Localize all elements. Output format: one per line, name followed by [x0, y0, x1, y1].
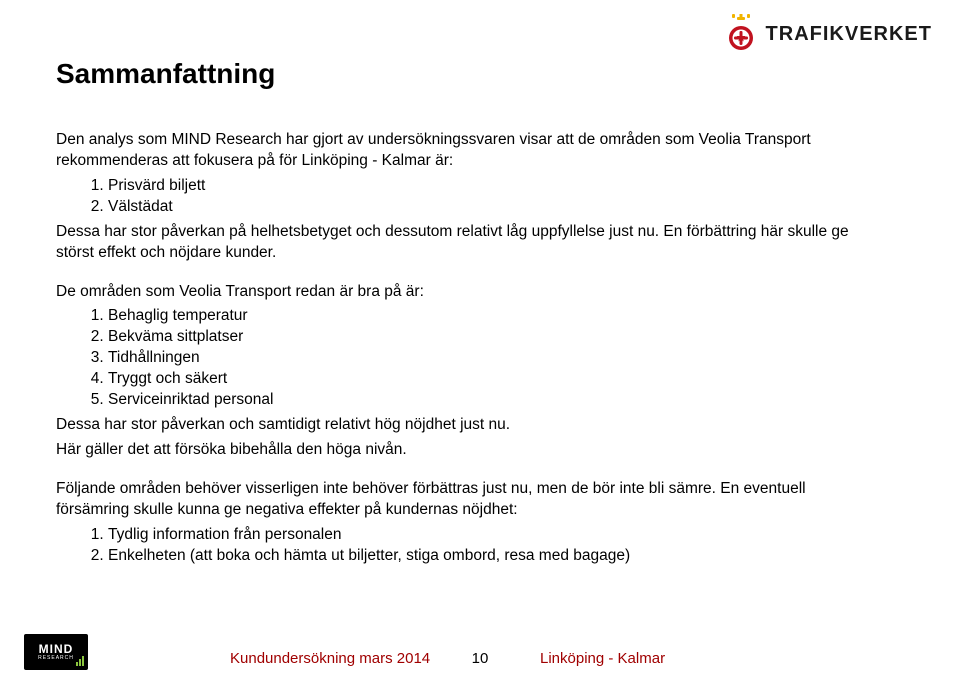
list-item: Tydlig information från personalen	[108, 525, 876, 546]
intro-block: Den analys som MIND Research har gjort a…	[56, 130, 876, 264]
list-item: Prisvärd biljett	[108, 176, 876, 197]
list-item: Serviceinriktad personal	[108, 390, 876, 411]
watch-block: Följande områden behöver visserligen int…	[56, 479, 876, 567]
good-paragraph-3: Här gäller det att försöka bibehålla den…	[56, 440, 876, 461]
body-content: Den analys som MIND Research har gjort a…	[56, 130, 876, 585]
trafikverket-wordmark: TRAFIKVERKET	[766, 23, 932, 46]
intro-paragraph-2: Dessa har stor påverkan på helhetsbetyge…	[56, 222, 876, 264]
good-block: De områden som Veolia Transport redan är…	[56, 282, 876, 461]
good-paragraph-1: De områden som Veolia Transport redan är…	[56, 282, 876, 303]
list-item: Enkelheten (att boka och hämta ut biljet…	[108, 546, 876, 567]
watch-list: Tydlig information från personalen Enkel…	[56, 525, 876, 567]
list-item: Tryggt och säkert	[108, 369, 876, 390]
presentation-slide: TRAFIKVERKET Sammanfattning Den analys s…	[0, 0, 960, 692]
list-item: Behaglig temperatur	[108, 306, 876, 327]
list-item: Bekväma sittplatser	[108, 327, 876, 348]
list-item: Tidhållningen	[108, 348, 876, 369]
trafikverket-emblem-icon	[724, 14, 758, 54]
watch-paragraph-1: Följande områden behöver visserligen int…	[56, 479, 876, 521]
good-list: Behaglig temperatur Bekväma sittplatser …	[56, 306, 876, 411]
intro-paragraph-1: Den analys som MIND Research har gjort a…	[56, 130, 876, 172]
footer-right-text: Linköping - Kalmar	[540, 650, 665, 667]
list-item: Välstädat	[108, 197, 876, 218]
slide-footer: MIND RESEARCH Kundundersökning mars 2014…	[0, 644, 960, 678]
page-title: Sammanfattning	[56, 58, 275, 90]
good-paragraph-2: Dessa har stor påverkan och samtidigt re…	[56, 415, 876, 436]
footer-page-number: 10	[0, 650, 960, 667]
trafikverket-logo: TRAFIKVERKET	[724, 14, 932, 54]
intro-list: Prisvärd biljett Välstädat	[56, 176, 876, 218]
